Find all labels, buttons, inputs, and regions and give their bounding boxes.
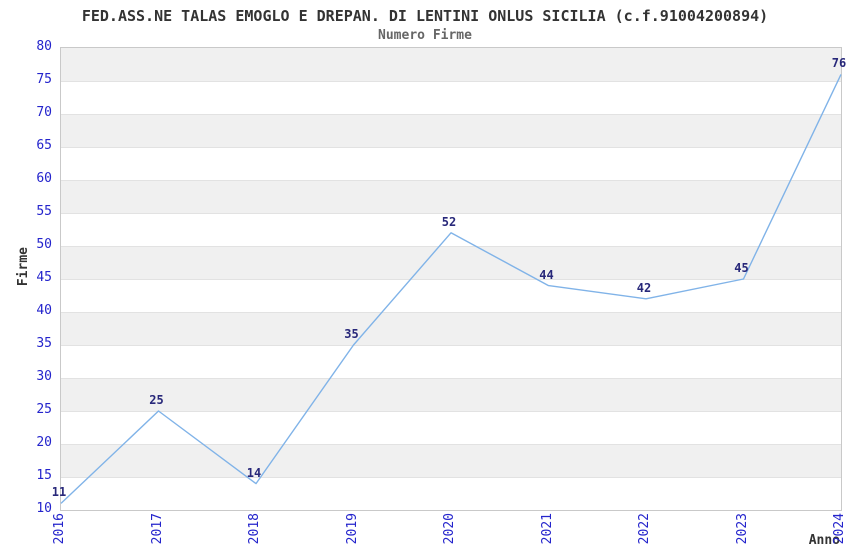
plot-band (61, 378, 841, 411)
gridline (61, 147, 841, 148)
x-tick-label: 2018 (247, 513, 262, 545)
x-tick-label: 2016 (52, 513, 67, 545)
data-point-label: 14 (246, 465, 262, 480)
series-line-svg (60, 74, 842, 504)
plot-band (61, 444, 841, 477)
gridline (61, 444, 841, 445)
data-point-label: 35 (344, 327, 359, 341)
x-tick-label: 2023 (734, 513, 750, 545)
plot-area: 11 25 14 35 52 44 42 45 76 (52, 47, 846, 511)
plot-band (61, 180, 841, 213)
x-tick-label: 2020 (442, 513, 457, 545)
y-tick-label: 55 (36, 204, 52, 219)
plot-band (61, 246, 841, 279)
data-point-label: 52 (441, 214, 457, 229)
plot-band (61, 312, 841, 345)
y-tick-label: 15 (36, 468, 52, 483)
y-tick-label: 10 (36, 501, 52, 516)
gridline (61, 477, 841, 478)
gridline (61, 180, 841, 181)
y-tick-label: 60 (36, 171, 52, 186)
data-point-label: 76 (831, 56, 847, 71)
gridline (61, 246, 841, 247)
x-tick-label: 2021 (539, 513, 555, 545)
chart-title: FED.ASS.NE TALAS EMOGLO E DREPAN. DI LEN… (81, 7, 769, 25)
gridline (61, 213, 841, 214)
x-tick-label: 2024 (832, 513, 847, 545)
y-tick-label: 50 (36, 237, 52, 252)
y-tick-label: 65 (36, 138, 52, 153)
data-point-label: 11 (51, 485, 67, 500)
gridline (61, 345, 841, 346)
gridline (61, 81, 841, 82)
gridline (61, 378, 841, 379)
plot-band (61, 114, 841, 147)
chart-subtitle: Numero Firme (378, 28, 472, 43)
x-tick-label: 2017 (149, 513, 165, 545)
gridline (61, 411, 841, 412)
y-tick-label: 20 (36, 435, 52, 450)
data-point-label: 42 (636, 280, 652, 295)
series-line (60, 74, 842, 504)
data-point-label: 44 (539, 267, 554, 282)
y-tick-label: 75 (36, 72, 52, 87)
data-point-label: 45 (734, 261, 749, 275)
x-axis-title: Anno (808, 533, 840, 548)
gridline (61, 312, 841, 313)
y-tick-label: 80 (36, 39, 52, 54)
gridline (61, 114, 841, 115)
y-tick-label: 70 (36, 105, 52, 120)
x-tick-label: 2019 (344, 513, 360, 545)
y-tick-label: 40 (36, 303, 52, 318)
y-tick-label: 25 (36, 402, 52, 417)
gridline (61, 279, 841, 280)
data-point-label: 25 (149, 393, 164, 407)
plot-band (61, 48, 841, 81)
x-tick-label: 2022 (637, 513, 652, 545)
y-tick-label: 45 (36, 270, 52, 285)
y-tick-label: 30 (36, 369, 52, 384)
y-tick-label: 35 (36, 336, 52, 351)
